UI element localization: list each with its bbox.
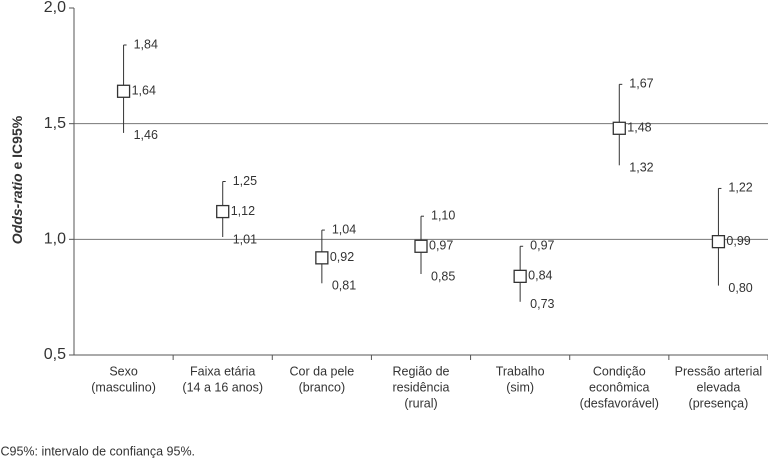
upper-label: 0,97 — [530, 239, 554, 253]
lower-label: 0,73 — [530, 297, 554, 311]
lower-label: 1,01 — [233, 232, 257, 246]
x-tick-label: (branco) — [299, 380, 346, 394]
lower-label: 1,46 — [134, 128, 158, 142]
upper-label: 1,84 — [134, 37, 158, 51]
value-label: 0,97 — [429, 239, 453, 253]
y-tick-label: 0,5 — [44, 346, 66, 363]
upper-label: 1,25 — [233, 174, 257, 188]
x-tick-label: Cor da pele — [290, 364, 355, 378]
upper-label: 1,67 — [629, 77, 653, 91]
x-tick-label: (desfavorável) — [580, 396, 659, 410]
x-tick-label: (sim) — [506, 380, 534, 394]
upper-label: 1,10 — [431, 208, 455, 222]
point-estimate — [116, 84, 131, 98]
x-tick-label: (14 a 16 anos) — [182, 380, 263, 394]
y-axis-label-part: e IC95% — [9, 115, 25, 173]
x-tick-label: Faixa etária — [190, 364, 255, 378]
y-axis-label: Odds-ratio e IC95% — [9, 115, 25, 244]
x-tick-label: Sexo — [109, 364, 138, 378]
value-label: 1,12 — [231, 204, 255, 218]
value-label: 0,92 — [330, 250, 354, 264]
lower-label: 0,85 — [431, 269, 455, 283]
footnote: IC95%: intervalo de confiança 95%. — [0, 444, 195, 458]
x-tick-label: Condição — [593, 364, 646, 378]
upper-label: 1,22 — [728, 181, 752, 195]
x-tick-label: residência — [393, 380, 450, 394]
x-tick-label: (rural) — [404, 396, 437, 410]
lower-label: 0,80 — [728, 281, 752, 295]
value-label: 1,48 — [627, 121, 651, 135]
point-estimate — [711, 234, 726, 249]
lower-label: 1,32 — [629, 161, 653, 175]
point-estimate — [216, 204, 230, 219]
x-tick-label: elevada — [697, 380, 741, 394]
x-tick-label: (masculino) — [91, 380, 156, 394]
y-tick-label: 2,0 — [44, 0, 66, 16]
y-tick-label: 1,5 — [44, 115, 66, 132]
upper-label: 1,04 — [332, 222, 356, 236]
value-label: 1,64 — [132, 84, 156, 98]
x-tick-label: Região de — [393, 364, 450, 378]
point-estimate — [513, 269, 527, 283]
x-tick-label: Trabalho — [496, 364, 545, 378]
point-estimate — [612, 121, 626, 135]
x-tick-label: econômica — [589, 380, 649, 394]
lower-label: 0,81 — [332, 279, 356, 293]
point-estimate — [315, 251, 329, 265]
value-label: 0,84 — [528, 269, 552, 283]
x-tick-label: (presença) — [689, 396, 749, 410]
x-tick-label: Pressão arterial — [675, 364, 763, 378]
y-axis-label-part: Odds-ratio — [9, 173, 25, 244]
point-estimate — [414, 239, 428, 253]
y-tick-label: 1,0 — [44, 231, 66, 248]
value-label: 0,99 — [726, 234, 750, 248]
